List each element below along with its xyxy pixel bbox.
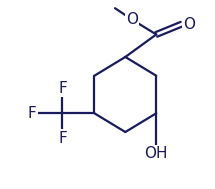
Text: O: O (183, 17, 195, 32)
Text: OH: OH (144, 146, 168, 161)
Text: F: F (28, 106, 37, 121)
Text: O: O (126, 12, 138, 27)
Text: F: F (58, 81, 67, 96)
Text: F: F (58, 131, 67, 146)
